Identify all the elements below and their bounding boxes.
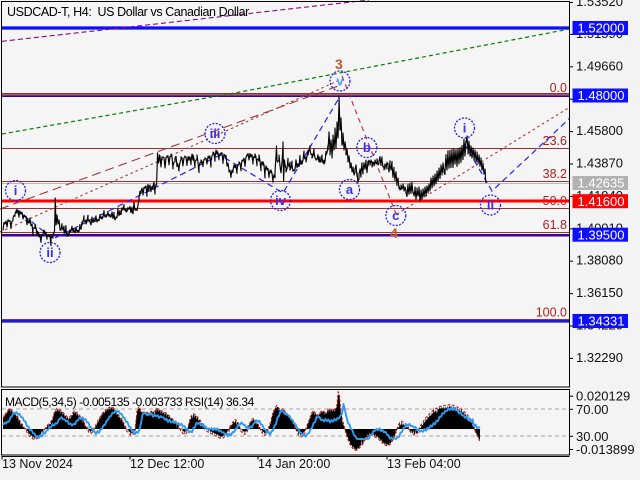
svg-text:1.32290: 1.32290 bbox=[576, 350, 623, 365]
svg-text:1.52000: 1.52000 bbox=[578, 21, 625, 36]
svg-text:c: c bbox=[392, 208, 399, 223]
svg-text:1.38080: 1.38080 bbox=[576, 253, 623, 268]
svg-text:b: b bbox=[363, 140, 371, 155]
svg-text:iii: iii bbox=[210, 126, 221, 141]
svg-text:i: i bbox=[14, 183, 18, 198]
svg-text:30.00: 30.00 bbox=[576, 429, 609, 444]
svg-text:1.48000: 1.48000 bbox=[578, 88, 625, 103]
svg-text:3: 3 bbox=[335, 56, 343, 72]
svg-text:ii: ii bbox=[46, 245, 53, 260]
svg-text:12 Dec 12:00: 12 Dec 12:00 bbox=[130, 457, 204, 471]
svg-text:13 Nov 2024: 13 Nov 2024 bbox=[2, 457, 73, 471]
svg-text:ii: ii bbox=[487, 198, 494, 213]
svg-text:USDCAD-T, H4: US Dollar vs Ca: USDCAD-T, H4: US Dollar vs Canadian Doll… bbox=[7, 5, 249, 19]
svg-text:1.45800: 1.45800 bbox=[576, 123, 623, 138]
svg-text:13 Feb 04:00: 13 Feb 04:00 bbox=[387, 457, 461, 471]
svg-text:1.43870: 1.43870 bbox=[576, 156, 623, 171]
svg-text:1.41600: 1.41600 bbox=[578, 194, 625, 209]
svg-text:14 Jan 20:00: 14 Jan 20:00 bbox=[258, 457, 330, 471]
svg-text:70.00: 70.00 bbox=[576, 402, 609, 417]
svg-text:100.0: 100.0 bbox=[536, 306, 567, 320]
svg-text:-0.013899: -0.013899 bbox=[576, 442, 635, 457]
svg-text:iv: iv bbox=[275, 193, 287, 208]
svg-text:1.42635: 1.42635 bbox=[578, 176, 625, 191]
svg-text:1.53520: 1.53520 bbox=[576, 0, 623, 9]
svg-text:i: i bbox=[463, 121, 467, 136]
svg-text:1.36150: 1.36150 bbox=[576, 285, 623, 300]
svg-text:38.2: 38.2 bbox=[543, 167, 567, 181]
svg-text:MACD(5,34,5) -0.005135 -0.0037: MACD(5,34,5) -0.005135 -0.003733 RSI(14)… bbox=[5, 395, 255, 409]
svg-text:v: v bbox=[336, 74, 344, 89]
svg-text:61.8: 61.8 bbox=[543, 218, 567, 232]
svg-text:1.39500: 1.39500 bbox=[578, 227, 625, 242]
svg-text:23.6: 23.6 bbox=[543, 134, 567, 148]
svg-text:4: 4 bbox=[390, 225, 398, 241]
svg-text:1.49660: 1.49660 bbox=[576, 58, 623, 73]
svg-text:1.34331: 1.34331 bbox=[578, 314, 625, 329]
svg-text:a: a bbox=[346, 182, 354, 197]
svg-text:0.0: 0.0 bbox=[550, 81, 567, 95]
svg-text:0.020129: 0.020129 bbox=[576, 389, 630, 404]
